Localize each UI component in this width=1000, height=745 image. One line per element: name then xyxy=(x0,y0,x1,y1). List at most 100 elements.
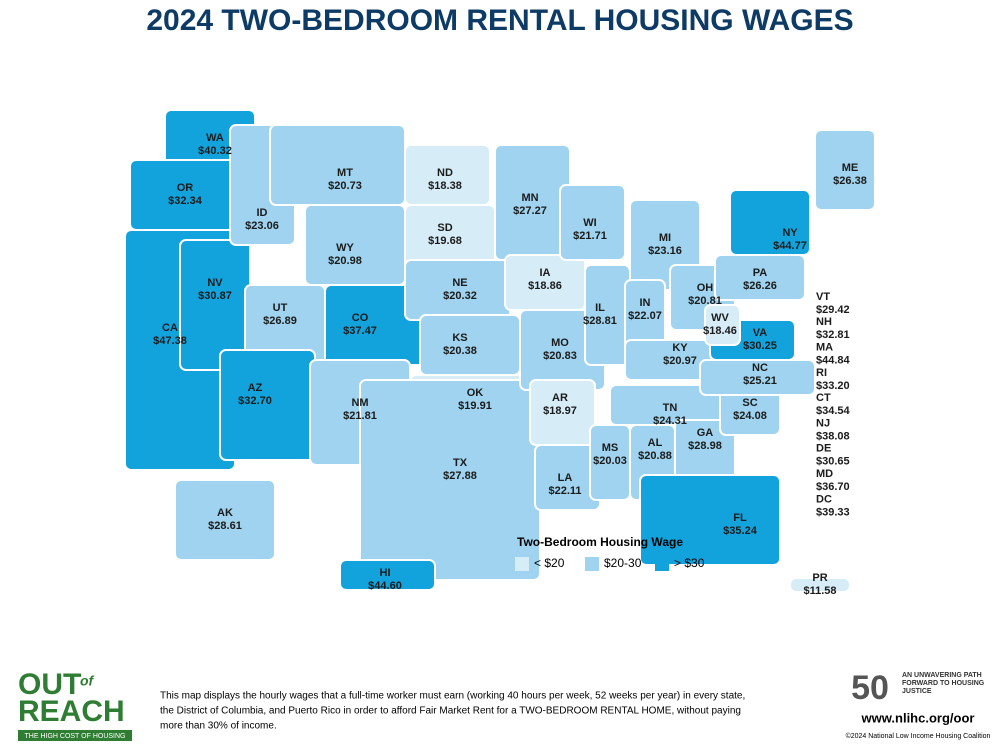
state-shape xyxy=(339,559,436,591)
state-abbr: PA xyxy=(753,267,768,279)
legend-swatch xyxy=(655,557,669,571)
state-wage: $18.97 xyxy=(543,405,577,417)
state-abbr: SD xyxy=(437,222,452,234)
state-wage: $44.60 xyxy=(368,580,402,592)
motto-box: AN UNWAVERING PATH FORWARD TO HOUSING JU… xyxy=(902,672,984,695)
state-abbr: ND xyxy=(437,167,453,179)
state-abbr: WI xyxy=(583,217,596,229)
state-shape xyxy=(304,204,406,286)
state-abbr: MT xyxy=(337,167,353,179)
state-wage: $20.98 xyxy=(328,255,362,267)
state-abbr: AL xyxy=(648,437,663,449)
state-wage: $35.24 xyxy=(723,525,758,537)
legend-label: > $30 xyxy=(674,556,705,570)
state-abbr: TX xyxy=(453,457,468,469)
state-wage: $20.97 xyxy=(663,355,697,367)
state-wage: $32.70 xyxy=(238,395,272,407)
callout-wage: $39.33 xyxy=(816,506,850,518)
state-wage: $30.87 xyxy=(198,290,232,302)
state-wage: $20.73 xyxy=(328,180,362,192)
state-abbr: SC xyxy=(742,397,757,409)
state-abbr: HI xyxy=(380,567,391,579)
state-shape xyxy=(269,124,406,206)
state-abbr: WA xyxy=(206,132,224,144)
state-abbr: KS xyxy=(452,332,467,344)
state-wage: $21.71 xyxy=(573,230,607,242)
title: 2024 TWO-BEDROOM RENTAL HOUSING WAGES xyxy=(146,4,853,37)
state-abbr: IA xyxy=(540,267,551,279)
callout-wage: $29.42 xyxy=(816,304,850,316)
state-wage: $20.38 xyxy=(443,345,477,357)
callout-wage: $44.84 xyxy=(816,355,851,367)
state-abbr: UT xyxy=(273,302,288,314)
state-abbr: OH xyxy=(697,282,714,294)
state-wage: $19.91 xyxy=(458,400,492,412)
state-wage: $26.38 xyxy=(833,175,867,187)
state-wage: $24.31 xyxy=(653,415,687,427)
callout-wage: $38.08 xyxy=(816,430,850,442)
state-abbr: IL xyxy=(595,302,605,314)
state-wage: $18.86 xyxy=(528,280,562,292)
state-wage: $20.81 xyxy=(688,295,722,307)
state-abbr: FL xyxy=(733,512,747,524)
state-abbr: NC xyxy=(752,362,768,374)
map: WA$40.32 OR$32.34 CA$47.38 NV$30.87 ID$23.06… xyxy=(124,109,876,597)
state-wage: $22.07 xyxy=(628,310,662,322)
callout-wage: $30.65 xyxy=(816,456,850,468)
footer-line: This map displays the hourly wages that … xyxy=(160,691,745,702)
state-abbr: AK xyxy=(217,507,233,519)
state-abbr: MS xyxy=(602,442,619,454)
state-wage: $20.03 xyxy=(593,455,627,467)
state-abbr: AZ xyxy=(248,382,263,394)
state-wage: $30.25 xyxy=(743,340,777,352)
state-wage: $19.68 xyxy=(428,235,462,247)
callout-abbr: MA xyxy=(816,342,833,354)
state-wage: $28.81 xyxy=(583,315,617,327)
state-abbr: IN xyxy=(640,297,651,309)
callout-wage: $33.20 xyxy=(816,380,850,392)
state-wage: $23.06 xyxy=(245,220,279,232)
state-abbr: LA xyxy=(558,472,573,484)
state-wage: $18.38 xyxy=(428,180,462,192)
state-shape xyxy=(704,304,741,346)
legend-swatch xyxy=(515,557,529,571)
logo-tagline: THE HIGH COST OF HOUSING xyxy=(25,733,126,740)
legend-label: < $20 xyxy=(534,556,565,570)
state-shape xyxy=(174,479,276,561)
callout-abbr: DE xyxy=(816,443,831,455)
state-wage: $20.88 xyxy=(638,450,672,462)
callout-abbr: NJ xyxy=(816,417,830,429)
logo-of: of xyxy=(80,673,95,689)
callout-wage: $32.81 xyxy=(816,329,850,341)
state-shape xyxy=(729,189,811,256)
state-abbr: AR xyxy=(552,392,568,404)
state-abbr: GA xyxy=(697,427,714,439)
state-abbr: ID xyxy=(257,207,268,219)
url[interactable]: www.nlihc.org/oor xyxy=(861,710,975,725)
state-abbr: ME xyxy=(842,162,859,174)
callout-abbr: MD xyxy=(816,468,833,480)
state-wage: $28.98 xyxy=(688,440,722,452)
state-abbr: VA xyxy=(753,327,768,339)
footer-line: the District of Columbia, and Puerto Ric… xyxy=(160,706,741,717)
state-abbr: KY xyxy=(672,342,688,354)
footer-line: more than 30% of income. xyxy=(160,721,277,732)
state-abbr: NV xyxy=(207,277,223,289)
state-wage: $20.32 xyxy=(443,290,477,302)
callout-wage: $36.70 xyxy=(816,481,850,493)
state-wage: $24.08 xyxy=(733,410,767,422)
state-shape xyxy=(639,474,781,566)
state-wage: $37.47 xyxy=(343,325,377,337)
callout-abbr: DC xyxy=(816,493,832,505)
state-wage: $28.61 xyxy=(208,520,242,532)
state-wage: $18.46 xyxy=(703,325,737,337)
state-shape xyxy=(559,184,626,261)
state-wage: $22.11 xyxy=(548,485,581,497)
state-abbr: NY xyxy=(782,227,798,239)
logo-reach: REACH xyxy=(18,695,125,728)
legend: Two-Bedroom Housing Wage < $20 $20-30 > $3… xyxy=(515,535,705,571)
callout-abbr: RI xyxy=(816,367,827,379)
badge: 50 xyxy=(851,669,889,707)
state-wage: $25.21 xyxy=(743,375,777,387)
